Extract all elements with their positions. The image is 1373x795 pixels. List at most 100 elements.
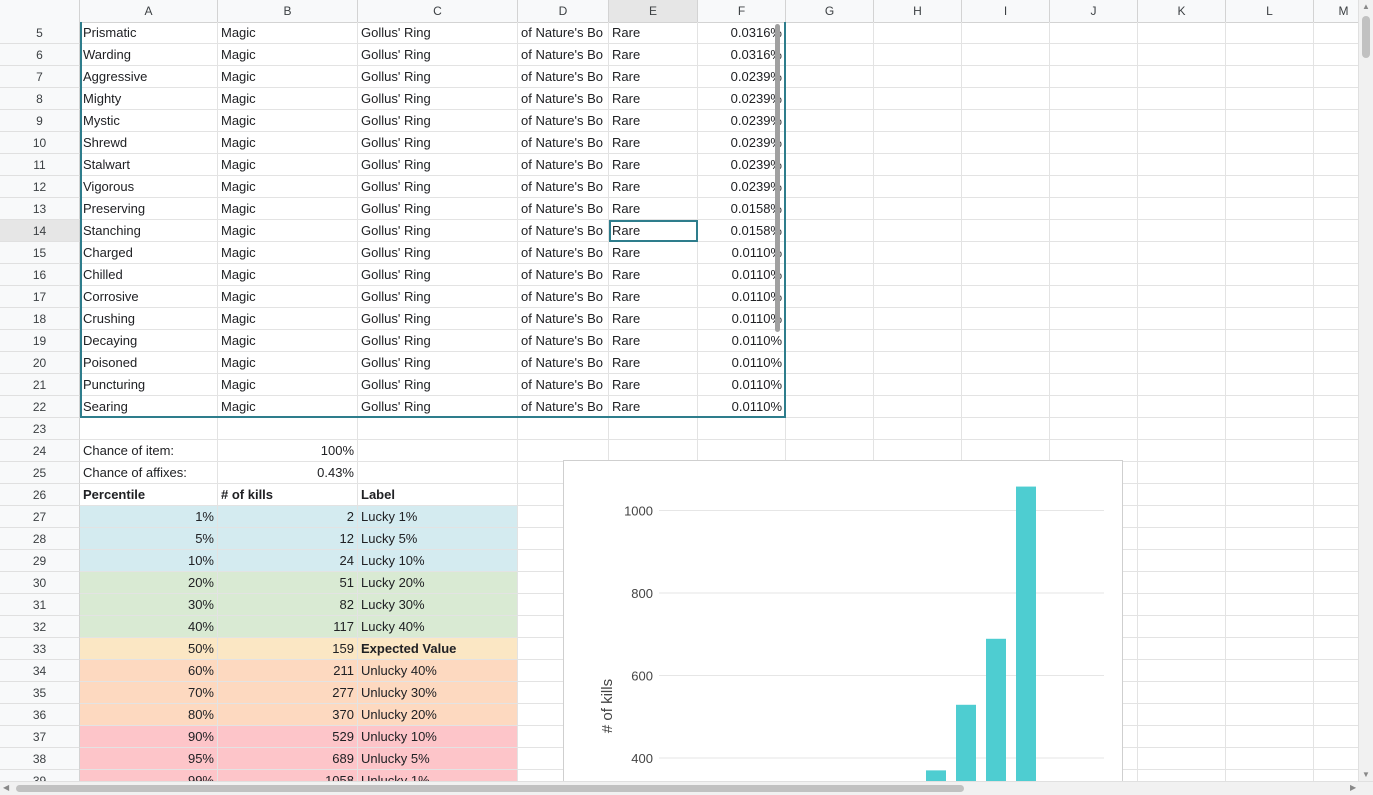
cell[interactable] [1226,264,1314,286]
cell[interactable] [874,440,962,462]
cell[interactable]: Unlucky 1% [358,770,518,782]
cell[interactable] [1226,660,1314,682]
row-header[interactable]: 34 [0,660,80,682]
cell[interactable] [786,352,874,374]
cell[interactable] [962,286,1050,308]
cell[interactable]: Gollus' Ring [358,88,518,110]
cell[interactable]: of Nature's Bo [518,110,609,132]
cell[interactable] [609,418,698,440]
row-header[interactable]: 6 [0,44,80,66]
cell[interactable] [1138,110,1226,132]
sheet-grid[interactable]: Prismatic Magic Gollus' Ring of Nature's Bo… [80,22,1360,782]
cell[interactable] [1226,132,1314,154]
row-header[interactable]: 22 [0,396,80,418]
row-header[interactable]: 25 [0,462,80,484]
cell[interactable]: Magic [218,374,358,396]
cell[interactable] [1138,396,1226,418]
row-header[interactable]: 36 [0,704,80,726]
cell[interactable]: 20% [80,572,218,594]
cell[interactable]: Magic [218,110,358,132]
cell[interactable] [1314,286,1360,308]
scroll-right-arrow-icon[interactable]: ▶ [1350,783,1357,792]
cell[interactable] [1314,374,1360,396]
row-header[interactable]: 15 [0,242,80,264]
cell[interactable] [1226,176,1314,198]
cell[interactable]: 0.0158% [698,220,786,242]
cell[interactable] [1314,682,1360,704]
cell[interactable]: Lucky 10% [358,550,518,572]
cell[interactable]: Rare [609,44,698,66]
cell[interactable] [1138,308,1226,330]
cell[interactable] [786,176,874,198]
cell[interactable] [1226,616,1314,638]
cell[interactable]: Charged [80,242,218,264]
cell[interactable]: 0.0110% [698,242,786,264]
cell[interactable] [1314,352,1360,374]
cell[interactable]: Gollus' Ring [358,44,518,66]
column-header-0[interactable]: A [80,0,218,22]
cell[interactable]: 370 [218,704,358,726]
cell[interactable] [1138,550,1226,572]
cell[interactable]: 0.0110% [698,374,786,396]
cell[interactable]: 99% [80,770,218,782]
cell[interactable]: 60% [80,660,218,682]
cell[interactable]: 0.0239% [698,154,786,176]
cell[interactable] [962,220,1050,242]
cell[interactable] [698,418,786,440]
cell[interactable] [1226,154,1314,176]
cell[interactable]: 90% [80,726,218,748]
cell[interactable] [786,286,874,308]
cell[interactable] [962,88,1050,110]
bar-90%[interactable] [956,704,976,790]
cell[interactable] [1138,198,1226,220]
cell[interactable] [358,440,518,462]
row-header[interactable]: 32 [0,616,80,638]
cell[interactable] [1226,550,1314,572]
cell[interactable]: 0.0110% [698,264,786,286]
column-header-5[interactable]: F [698,0,786,22]
cell[interactable] [874,66,962,88]
cell[interactable] [874,418,962,440]
cell[interactable] [1226,396,1314,418]
vertical-scrollbar-thumb[interactable] [1362,16,1370,58]
cell[interactable] [1314,418,1360,440]
cell[interactable] [1138,528,1226,550]
cell[interactable] [1138,176,1226,198]
cell[interactable]: Magic [218,154,358,176]
column-header-9[interactable]: J [1050,0,1138,22]
cell[interactable]: of Nature's Bo [518,22,609,44]
cell[interactable] [1050,264,1138,286]
cell[interactable] [1226,66,1314,88]
row-header[interactable]: 27 [0,506,80,528]
cell[interactable] [786,418,874,440]
column-header-6[interactable]: G [786,0,874,22]
cell[interactable] [962,396,1050,418]
kills-chart[interactable]: 400 600 800 1000 # of kills [563,460,1123,790]
cell[interactable]: Gollus' Ring [358,264,518,286]
row-header[interactable]: 31 [0,594,80,616]
cell[interactable] [1226,462,1314,484]
cell[interactable] [218,418,358,440]
cell[interactable]: Magic [218,242,358,264]
cell[interactable] [874,308,962,330]
cell[interactable] [1314,242,1360,264]
cell[interactable]: 0.0239% [698,66,786,88]
cell[interactable]: 0.0110% [698,330,786,352]
row-header[interactable]: 38 [0,748,80,770]
row-header[interactable]: 24 [0,440,80,462]
cell[interactable]: Lucky 20% [358,572,518,594]
cell[interactable] [1226,88,1314,110]
cell[interactable]: Unlucky 20% [358,704,518,726]
cell[interactable]: of Nature's Bo [518,264,609,286]
cell[interactable]: 0.0316% [698,44,786,66]
cell[interactable] [786,264,874,286]
cell[interactable]: Rare [609,110,698,132]
row-header[interactable]: 13 [0,198,80,220]
row-header[interactable]: 5 [0,22,80,44]
cell[interactable]: Unlucky 5% [358,748,518,770]
cell[interactable]: 277 [218,682,358,704]
cell[interactable]: Lucky 1% [358,506,518,528]
cell[interactable]: of Nature's Bo [518,352,609,374]
cell[interactable]: Magic [218,88,358,110]
bar-99%[interactable] [1016,486,1036,790]
